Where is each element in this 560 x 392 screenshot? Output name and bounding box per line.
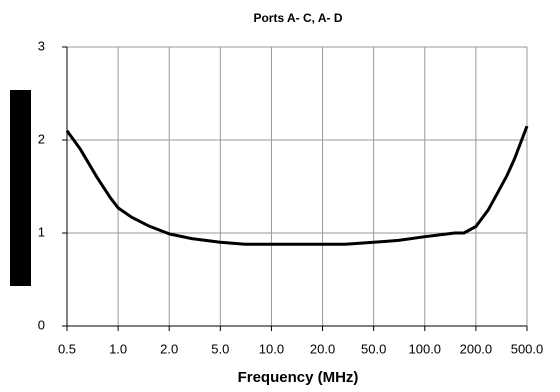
x-tick-label: 500.0: [511, 341, 544, 356]
x-tick-label: 20.0: [310, 341, 335, 356]
chart-title: Ports A- C, A- D: [253, 11, 342, 25]
x-tick-label: 100.0: [409, 341, 442, 356]
y-tick-label: 1: [38, 224, 45, 239]
y-tick-label: 2: [38, 131, 45, 146]
x-tick-label: 0.5: [58, 341, 76, 356]
x-tick-label: 50.0: [361, 341, 386, 356]
redaction-box: [10, 90, 31, 286]
x-axis-label: Frequency (MHz): [238, 369, 359, 386]
x-tick-label: 1.0: [109, 341, 127, 356]
x-tick-label: 5.0: [211, 341, 229, 356]
y-tick-label: 3: [38, 38, 45, 53]
data-line: [65, 125, 529, 246]
x-tick-label: 2.0: [160, 341, 178, 356]
x-tick-label: 200.0: [460, 341, 493, 356]
x-tick-label: 10.0: [259, 341, 284, 356]
y-tick-label: 0: [38, 317, 45, 332]
